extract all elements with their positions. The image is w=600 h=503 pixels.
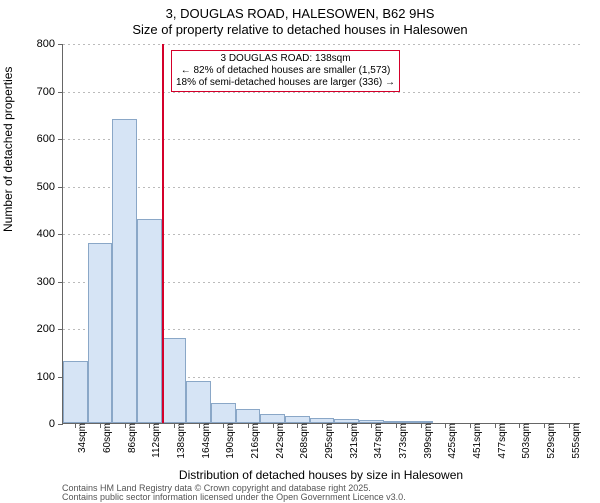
x-tick-label: 216sqm — [248, 423, 261, 459]
annotation-line1: 3 DOUGLAS ROAD: 138sqm — [176, 53, 395, 65]
x-tick-label: 321sqm — [347, 423, 360, 459]
y-tick-label: 100 — [0, 371, 55, 383]
annotation-line2: ← 82% of detached houses are smaller (1,… — [176, 65, 395, 77]
plot-area: 3 DOUGLAS ROAD: 138sqm ← 82% of detached… — [62, 44, 580, 424]
bar — [285, 416, 310, 423]
chart-title-line2: Size of property relative to detached ho… — [0, 22, 600, 37]
x-tick-label: 503sqm — [519, 423, 532, 459]
y-tick-label: 500 — [0, 181, 55, 193]
y-tick-label: 0 — [0, 418, 55, 430]
bar — [211, 403, 236, 423]
x-tick-label: 425sqm — [445, 423, 458, 459]
x-tick-label: 242sqm — [273, 423, 286, 459]
chart-title-block: 3, DOUGLAS ROAD, HALESOWEN, B62 9HS Size… — [0, 0, 600, 37]
y-tick-mark — [58, 234, 63, 235]
y-tick-mark — [58, 329, 63, 330]
x-tick-label: 347sqm — [371, 423, 384, 459]
x-tick-label: 268sqm — [297, 423, 310, 459]
x-tick-label: 399sqm — [421, 423, 434, 459]
x-tick-label: 164sqm — [199, 423, 212, 459]
y-tick-label: 600 — [0, 133, 55, 145]
footer-line2: Contains public sector information licen… — [62, 493, 406, 502]
y-tick-mark — [58, 282, 63, 283]
x-tick-label: 529sqm — [544, 423, 557, 459]
bar — [260, 414, 285, 423]
y-tick-label: 300 — [0, 276, 55, 288]
x-tick-label: 34sqm — [75, 423, 88, 453]
y-tick-mark — [58, 92, 63, 93]
y-tick-label: 200 — [0, 323, 55, 335]
bar — [112, 119, 137, 423]
y-tick-mark — [58, 44, 63, 45]
reference-marker-line — [162, 44, 164, 423]
x-tick-label: 112sqm — [149, 423, 162, 458]
bar — [88, 243, 113, 424]
footer-attribution: Contains HM Land Registry data © Crown c… — [62, 484, 406, 503]
y-tick-mark — [58, 424, 63, 425]
y-tick-mark — [58, 139, 63, 140]
x-tick-label: 373sqm — [396, 423, 409, 459]
y-tick-mark — [58, 377, 63, 378]
x-tick-label: 190sqm — [223, 423, 236, 459]
bar — [63, 361, 88, 423]
y-tick-label: 400 — [0, 228, 55, 240]
x-tick-label: 86sqm — [125, 423, 138, 453]
chart-container: 3, DOUGLAS ROAD, HALESOWEN, B62 9HS Size… — [0, 0, 600, 500]
x-tick-label: 60sqm — [100, 423, 113, 453]
x-tick-label: 295sqm — [322, 423, 335, 459]
bars-group — [63, 44, 580, 423]
x-tick-label: 138sqm — [174, 423, 187, 459]
annotation-line3: 18% of semi-detached houses are larger (… — [176, 77, 395, 89]
annotation-box: 3 DOUGLAS ROAD: 138sqm ← 82% of detached… — [171, 50, 400, 92]
x-tick-label: 555sqm — [569, 423, 582, 459]
y-tick-mark — [58, 187, 63, 188]
x-tick-label: 451sqm — [470, 423, 483, 459]
x-tick-label: 477sqm — [495, 423, 508, 459]
y-tick-label: 800 — [0, 38, 55, 50]
bar — [137, 219, 162, 423]
bar — [186, 381, 211, 423]
y-tick-label: 700 — [0, 86, 55, 98]
bar — [236, 409, 261, 423]
x-axis-label: Distribution of detached houses by size … — [62, 468, 580, 482]
bar — [162, 338, 187, 424]
chart-title-line1: 3, DOUGLAS ROAD, HALESOWEN, B62 9HS — [0, 6, 600, 21]
